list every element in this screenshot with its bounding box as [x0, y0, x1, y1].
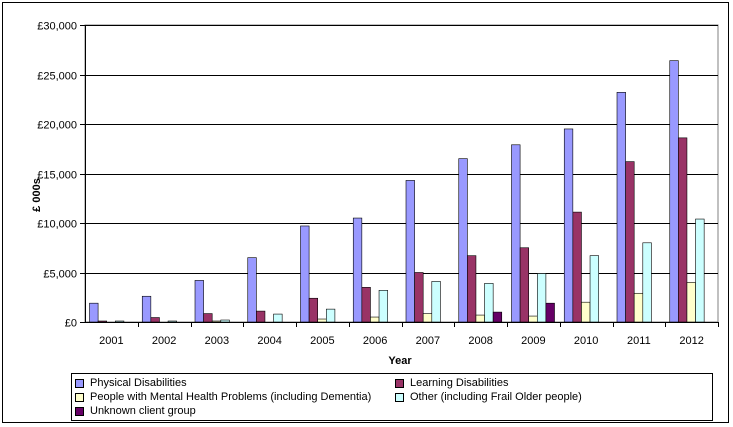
bar-other-including-frail-older-people-2002 — [167, 320, 177, 323]
legend-item: Other (including Frail Older people) — [395, 391, 582, 403]
bar-people-with-mental-health-problems-including-dementia-2008 — [475, 314, 485, 323]
legend-swatch — [75, 378, 84, 388]
bar-physical-disabilities-2002 — [141, 295, 152, 323]
bar-chart: £0 £5,000 £10,000 £15,000 £20,000 £25,000 £30,… — [31, 21, 719, 367]
x-tick-label: 2004 — [257, 335, 281, 347]
axes: £0 £5,000 £10,000 £15,000 £20,000 £25,000 £30,… — [37, 21, 719, 347]
x-tick-label: 2001 — [99, 335, 123, 347]
y-tick-label: £30,000 — [37, 21, 77, 33]
x-tick-label: 2012 — [679, 335, 703, 347]
bar-people-with-mental-health-problems-including-dementia-2011 — [633, 292, 644, 323]
bar-physical-disabilities-2012 — [669, 60, 679, 323]
legend-label: Other (including Frail Older people) — [410, 391, 582, 403]
bar-learning-disabilities-2009 — [519, 247, 529, 323]
bar-physical-disabilities-2001 — [89, 302, 99, 323]
bar-people-with-mental-health-problems-including-dementia-2012 — [686, 282, 696, 323]
legend-label: Unknown client group — [90, 405, 196, 417]
y-tick-label: £5,000 — [43, 269, 77, 281]
legend-swatch — [75, 392, 84, 402]
y-tick-label: £15,000 — [37, 170, 77, 182]
bar-people-with-mental-health-problems-including-dementia-2009 — [528, 315, 538, 323]
bar-learning-disabilities-2004 — [256, 310, 266, 323]
bar-physical-disabilities-2006 — [352, 217, 363, 323]
legend-label: People with Mental Health Problems (incl… — [90, 391, 372, 403]
bar-people-with-mental-health-problems-including-dementia-2010 — [581, 301, 591, 323]
x-tick-label: 2011 — [627, 335, 651, 347]
x-tick-label: 2002 — [152, 335, 176, 347]
legend-item: Physical Disabilities — [75, 377, 187, 389]
bar-other-including-frail-older-people-2006 — [378, 290, 388, 323]
bar-physical-disabilities-2007 — [405, 180, 415, 323]
y-axis-title: £ 000s — [31, 178, 43, 212]
bar-learning-disabilities-2001 — [97, 320, 107, 323]
bar-learning-disabilities-2003 — [203, 313, 213, 323]
bar-physical-disabilities-2010 — [563, 128, 574, 323]
bar-people-with-mental-health-problems-including-dementia-2007 — [422, 313, 433, 323]
bar-other-including-frail-older-people-2009 — [536, 273, 547, 323]
bar-other-including-frail-older-people-2010 — [589, 255, 599, 323]
bar-unknown-client-group-2008 — [492, 311, 503, 323]
bar-people-with-mental-health-problems-including-dementia-2005 — [317, 318, 327, 323]
bar-physical-disabilities-2008 — [458, 158, 468, 323]
x-tick-label: 2009 — [521, 335, 545, 347]
x-tick-label: 2007 — [416, 335, 440, 347]
x-tick-label: 2008 — [468, 335, 492, 347]
plot-area — [84, 24, 719, 323]
legend-item: Unknown client group — [75, 405, 196, 417]
legend-item: Learning Disabilities — [395, 377, 508, 389]
x-axis-title: Year — [388, 355, 412, 367]
bar-learning-disabilities-2002 — [150, 317, 160, 323]
y-tick-label: £25,000 — [37, 71, 77, 83]
legend-swatch — [75, 406, 84, 416]
y-tick-label: £0 — [65, 318, 77, 330]
bar-physical-disabilities-2009 — [511, 144, 521, 323]
bar-learning-disabilities-2008 — [467, 255, 477, 323]
bar-other-including-frail-older-people-2005 — [325, 308, 336, 323]
bar-learning-disabilities-2006 — [361, 287, 371, 323]
bar-physical-disabilities-2011 — [616, 92, 626, 323]
bar-people-with-mental-health-problems-including-dementia-2003 — [211, 320, 222, 323]
bar-physical-disabilities-2005 — [300, 225, 310, 323]
bar-learning-disabilities-2012 — [678, 137, 688, 323]
bar-other-including-frail-older-people-2004 — [273, 313, 283, 323]
bar-learning-disabilities-2007 — [414, 272, 424, 323]
x-tick-label: 2010 — [574, 335, 598, 347]
legend-label: Learning Disabilities — [410, 377, 509, 389]
gridlines — [84, 24, 719, 323]
x-tick-label: 2003 — [205, 335, 229, 347]
bar-other-including-frail-older-people-2008 — [484, 283, 494, 323]
bar-physical-disabilities-2004 — [247, 257, 257, 323]
bar-unknown-client-group-2009 — [545, 302, 555, 323]
x-tick-label: 2005 — [310, 335, 334, 347]
bar-learning-disabilities-2011 — [625, 161, 635, 323]
bar-learning-disabilities-2010 — [572, 211, 582, 323]
bar-other-including-frail-older-people-2001 — [115, 320, 125, 323]
legend-label: Physical Disabilities — [90, 377, 187, 389]
legend-swatch — [395, 392, 404, 402]
bar-other-including-frail-older-people-2003 — [220, 319, 230, 323]
bar-other-including-frail-older-people-2007 — [431, 281, 441, 323]
y-tick-label: £20,000 — [37, 120, 77, 132]
legend-swatch — [395, 378, 404, 388]
legend: Physical Disabilities Learning Disabiliti… — [71, 373, 713, 421]
bar-other-including-frail-older-people-2012 — [695, 218, 705, 323]
bar-other-including-frail-older-people-2011 — [642, 242, 652, 323]
legend-item: People with Mental Health Problems (incl… — [75, 391, 371, 403]
x-tick-label: 2006 — [363, 335, 387, 347]
bar-physical-disabilities-2003 — [194, 280, 204, 323]
bar-learning-disabilities-2005 — [308, 297, 319, 323]
bar-people-with-mental-health-problems-including-dementia-2006 — [370, 316, 380, 323]
y-tick-label: £10,000 — [37, 219, 77, 231]
